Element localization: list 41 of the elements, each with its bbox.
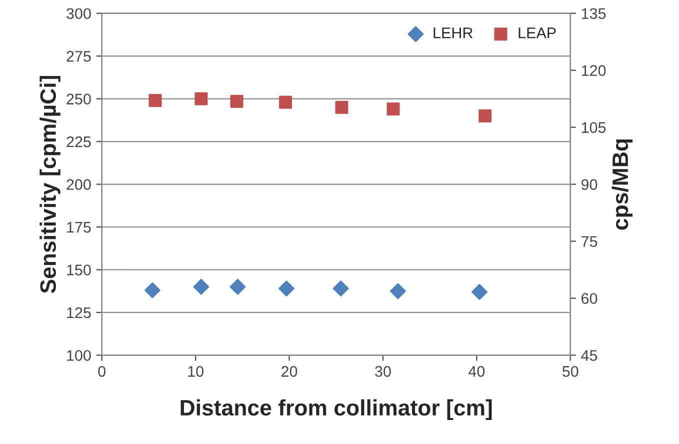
y2-tick-label: 75 [582,236,598,247]
point [144,282,160,298]
y2-tick-label: 90 [581,179,598,190]
y-tick-label: 225 [66,136,91,148]
y-tick-label: 300 [66,8,91,20]
y2-axis-title: cps/MBq [612,139,633,230]
x-tick-label: 30 [375,366,391,377]
x-tick-label: 0 [98,366,106,377]
point [478,109,492,122]
x-tick-label: 40 [468,366,485,377]
y-tick-label: 125 [67,307,91,318]
point [471,284,488,300]
y-tick-label: 100 [67,350,91,361]
y2-tick-label: 135 [582,8,606,20]
legend-label: LEAP [518,28,556,38]
y2-tick-label: 60 [582,293,598,304]
point [279,96,292,109]
y2-tick-label: 45 [581,350,598,361]
point [386,102,400,116]
x-axis-title: Distance from collimator [cm] [180,399,492,420]
x-tick-label: 10 [188,366,204,377]
point [230,278,246,295]
point [278,280,294,297]
x-tick-label: 20 [282,366,298,377]
point [390,283,406,300]
x-tick-label: 50 [562,366,578,377]
point [332,280,349,297]
y-tick-label: 200 [66,179,91,190]
y-axis-title: Sensitivity [cpm/µCi] [40,76,60,294]
y2-tick-label: 105 [582,122,606,133]
y-tick-label: 275 [66,50,91,62]
point [230,94,244,108]
point [193,278,210,295]
point [148,94,162,108]
point [194,92,208,106]
y-tick-label: 175 [67,222,91,233]
y-tick-label: 250 [66,94,91,104]
y-tick-label: 150 [67,264,91,276]
y2-tick-label: 120 [582,65,606,76]
legend-label: LEHR [434,28,473,38]
point [335,100,348,114]
